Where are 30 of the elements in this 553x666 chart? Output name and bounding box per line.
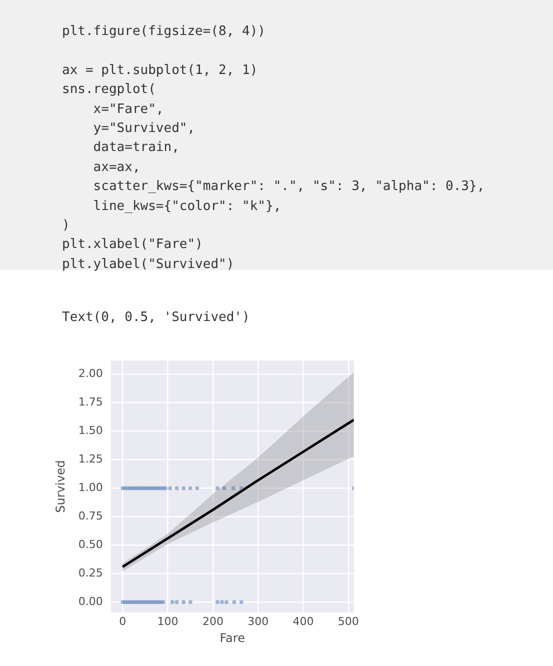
- y-tick-label: 1.50: [78, 424, 103, 438]
- text: plt.ylabel("Survived"): [61, 256, 236, 274]
- x-axis-title: Fare: [220, 630, 245, 645]
- text: line_kws={"color": "k"},: [92, 198, 282, 216]
- x-tick-label: 0: [119, 614, 126, 628]
- text: ): [61, 216, 71, 235]
- text: scatter_kws={"marker": ".", "s": 3, "alpha": 0.3},: [92, 178, 486, 196]
- text: x="Fare",: [92, 100, 165, 119]
- x-tick-label: 500: [338, 614, 359, 628]
- text: ax = plt.subplot(1, 2, 1): [61, 62, 259, 80]
- x-tick-label: 100: [157, 614, 178, 628]
- text: plt.figure(figsize=(8, 4)): [61, 23, 266, 41]
- y-tick-label: 0.25: [78, 566, 103, 580]
- y-tick-label: 1.75: [78, 396, 103, 409]
- text: Text(0, 0.5, 'Survived'): [61, 310, 251, 325]
- x-tick-label: 300: [248, 614, 269, 628]
- x-tick-label: 200: [202, 614, 224, 628]
- y-tick-label: 0.75: [78, 510, 103, 523]
- y-tick-label: 2.00: [78, 367, 103, 380]
- y-tick-label: 1.25: [78, 452, 103, 466]
- text: sns.regplot(: [61, 81, 157, 100]
- text: y="Survived",: [92, 120, 196, 138]
- text: ax=ax,: [92, 158, 142, 177]
- y-tick-label: 0.00: [78, 595, 103, 608]
- text: data=train,: [92, 139, 180, 158]
- y-axis-title: Survived: [53, 460, 68, 513]
- text: plt.xlabel("Fare"): [61, 236, 204, 254]
- x-tick-label: 400: [292, 614, 314, 628]
- y-tick-label: 1.00: [78, 481, 103, 494]
- y-tick-label: 0.50: [78, 538, 103, 552]
